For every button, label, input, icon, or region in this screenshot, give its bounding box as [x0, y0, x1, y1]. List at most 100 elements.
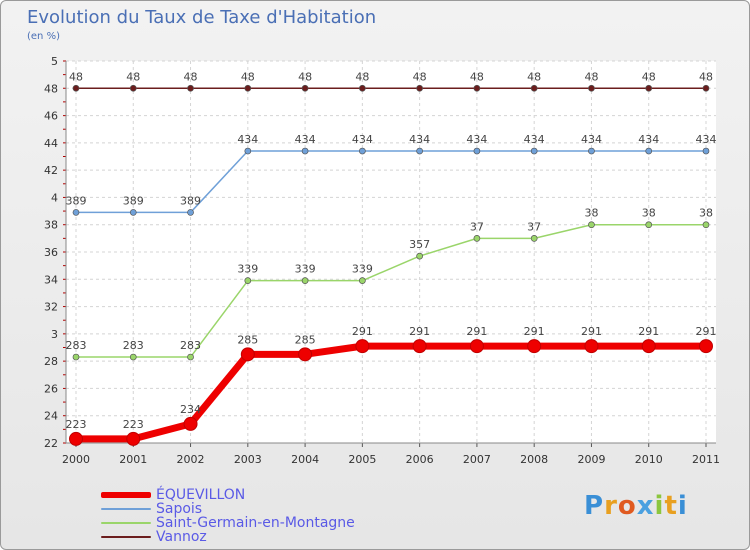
data-point [359, 147, 366, 155]
data-point [187, 209, 194, 216]
data-point [301, 84, 309, 92]
data-label: 291 [696, 325, 717, 338]
data-label: 389 [180, 194, 201, 207]
data-point [126, 431, 141, 446]
data-point [527, 339, 542, 354]
series-line-1 [76, 150, 706, 214]
data-label: 223 [123, 418, 144, 431]
chart-title: Evolution du Taux de Taxe d'Habitation [27, 7, 377, 28]
data-point [183, 416, 198, 431]
data-point [530, 84, 538, 92]
data-label: 291 [352, 325, 373, 338]
x-tick-label: 2011 [692, 453, 720, 466]
data-point [588, 84, 595, 92]
data-point [530, 147, 538, 155]
y-tick-label: 44 [44, 137, 58, 150]
proxiti-logo: Proxiti [584, 491, 688, 521]
chart-subtitle: (en %) [27, 31, 60, 42]
data-label: 48 [298, 70, 312, 83]
data-point [301, 277, 309, 284]
data-point [473, 235, 481, 242]
data-label: 434 [696, 133, 717, 146]
data-label: 283 [180, 339, 201, 352]
data-label: 434 [352, 133, 373, 146]
x-tick-label: 2010 [635, 453, 663, 466]
data-point [129, 353, 137, 361]
data-label: 48 [470, 70, 484, 83]
data-point [244, 277, 252, 284]
data-label: 37 [527, 220, 541, 233]
data-label: 234 [180, 403, 201, 416]
data-label: 434 [237, 133, 258, 146]
y-tick-label: 42 [44, 164, 58, 177]
y-tick-label: 28 [44, 355, 58, 368]
data-label: 389 [123, 194, 144, 207]
data-label: 291 [581, 325, 602, 338]
data-point [530, 235, 538, 242]
data-label: 48 [699, 70, 713, 83]
data-point [473, 147, 481, 155]
data-label: 48 [126, 70, 140, 83]
y-tick-label: 26 [44, 382, 58, 395]
data-label: 283 [66, 339, 87, 352]
legend-swatch-vannoz [101, 536, 151, 538]
data-point [645, 221, 653, 229]
legend-label-saint-germain: Saint-Germain-en-Montagne [156, 515, 355, 531]
data-label: 291 [524, 325, 545, 338]
data-label: 389 [66, 194, 87, 207]
x-tick-label: 2000 [62, 453, 90, 466]
y-tick-label: 48 [44, 82, 58, 95]
y-tick-label: 34 [44, 273, 58, 286]
data-label: 285 [295, 333, 316, 346]
data-point [240, 347, 255, 362]
data-label: 38 [642, 207, 656, 220]
data-point [702, 147, 710, 155]
data-point [416, 84, 423, 92]
x-tick-label: 2002 [177, 453, 205, 466]
legend-label-sapois: Sapois [156, 501, 203, 517]
data-point [244, 147, 252, 155]
data-point [187, 353, 194, 361]
data-point [416, 252, 423, 260]
legend-swatch-saint-germain [101, 522, 151, 524]
data-point [645, 84, 653, 92]
data-point [72, 353, 80, 361]
data-point [702, 221, 710, 229]
data-label: 434 [581, 133, 602, 146]
data-label: 48 [527, 70, 541, 83]
y-tick-label: 3 [51, 328, 58, 341]
data-point [699, 339, 713, 354]
data-label: 434 [524, 133, 545, 146]
data-label: 48 [584, 70, 598, 83]
data-point [588, 221, 595, 229]
data-point [469, 339, 484, 354]
data-label: 283 [123, 339, 144, 352]
y-tick-label: 46 [44, 110, 58, 123]
data-point [416, 147, 423, 155]
data-point [412, 339, 427, 354]
data-point [355, 339, 370, 354]
data-label: 48 [355, 70, 369, 83]
data-point [129, 84, 137, 92]
data-point [69, 431, 83, 446]
data-label: 434 [409, 133, 430, 146]
y-tick-label: 36 [44, 246, 58, 259]
y-tick-label: 24 [44, 410, 58, 423]
data-label: 434 [295, 133, 316, 146]
data-point [359, 277, 366, 284]
data-label: 291 [466, 325, 487, 338]
x-tick-label: 2006 [406, 453, 434, 466]
data-point [298, 347, 313, 362]
x-tick-label: 2003 [234, 453, 262, 466]
legend-swatch-equevillon [101, 492, 151, 498]
data-label: 434 [638, 133, 659, 146]
data-point [641, 339, 656, 354]
data-point [72, 209, 80, 216]
data-point [244, 84, 252, 92]
data-label: 285 [237, 333, 258, 346]
data-label: 339 [295, 263, 316, 276]
data-label: 48 [184, 70, 198, 83]
data-label: 48 [642, 70, 656, 83]
